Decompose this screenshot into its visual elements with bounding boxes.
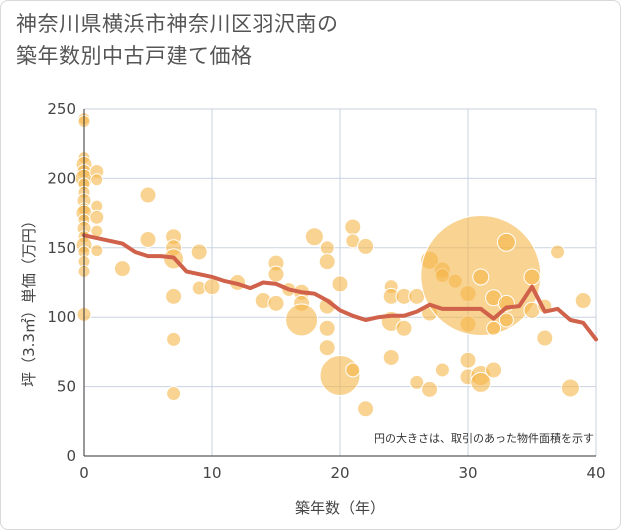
data-bubble bbox=[536, 329, 554, 347]
data-bubble bbox=[89, 209, 105, 225]
x-tick-label: 0 bbox=[79, 464, 89, 482]
chart-title: 神奈川県横浜市神奈川区羽沢南の 築年数別中古戸建て価格 bbox=[16, 8, 339, 72]
y-tick-label: 250 bbox=[47, 100, 76, 118]
data-bubble bbox=[409, 374, 425, 390]
data-bubble bbox=[496, 232, 516, 252]
data-bubble bbox=[550, 244, 566, 260]
data-bubble bbox=[357, 400, 375, 418]
average-trend-line bbox=[82, 233, 598, 342]
data-bubble bbox=[434, 362, 450, 378]
x-tick-label: 20 bbox=[330, 464, 349, 482]
data-bubble bbox=[459, 351, 477, 369]
data-bubble bbox=[267, 294, 285, 312]
data-bubble bbox=[560, 378, 580, 398]
x-tick-label: 40 bbox=[586, 464, 605, 482]
y-tick-label: 100 bbox=[47, 308, 76, 326]
data-bubble bbox=[345, 362, 361, 378]
chart-title-line1: 神奈川県横浜市神奈川区羽沢南の bbox=[16, 12, 339, 36]
data-bubble bbox=[498, 312, 514, 328]
data-bubble bbox=[357, 237, 375, 255]
y-axis-label: 坪（3.3㎡）単価（万円） bbox=[20, 213, 38, 387]
data-bubble bbox=[267, 265, 285, 283]
data-bubble bbox=[319, 240, 335, 256]
data-bubble bbox=[190, 243, 208, 261]
data-bubble bbox=[318, 253, 336, 271]
data-bubble bbox=[90, 173, 104, 187]
data-bubble bbox=[139, 186, 157, 204]
data-bubble bbox=[304, 227, 324, 247]
x-axis-label: 築年数（年） bbox=[295, 499, 385, 517]
data-bubble bbox=[285, 303, 319, 337]
size-note: 円の大きさは、取引のあった物件面積を示す bbox=[374, 431, 594, 445]
data-bubble bbox=[318, 319, 336, 337]
data-bubble bbox=[165, 287, 183, 305]
data-bubble bbox=[485, 361, 503, 379]
y-tick-label: 150 bbox=[47, 239, 76, 257]
data-bubble bbox=[113, 260, 131, 278]
data-bubble bbox=[331, 275, 349, 293]
x-tick-label: 30 bbox=[458, 464, 477, 482]
data-bubble bbox=[421, 380, 439, 398]
data-bubble bbox=[472, 268, 490, 286]
data-bubble bbox=[166, 331, 182, 347]
y-tick-label: 0 bbox=[66, 447, 76, 465]
data-bubble bbox=[523, 268, 541, 286]
data-bubble bbox=[90, 244, 104, 258]
data-bubble bbox=[574, 292, 592, 310]
axes: 0 10 20 30 40 0 50 100 150 200 250 bbox=[47, 100, 605, 482]
trend-line-layer bbox=[82, 233, 598, 342]
data-bubble bbox=[166, 386, 182, 402]
data-bubble bbox=[318, 339, 336, 357]
y-tick-label: 200 bbox=[47, 169, 76, 187]
data-bubble bbox=[344, 218, 362, 236]
data-bubble bbox=[139, 230, 157, 248]
data-bubble bbox=[470, 371, 492, 393]
data-bubble bbox=[395, 319, 413, 337]
chart-title-line2: 築年数別中古戸建て価格 bbox=[16, 44, 253, 68]
data-bubble bbox=[486, 320, 502, 336]
x-tick-label: 10 bbox=[202, 464, 221, 482]
y-tick-label: 50 bbox=[57, 378, 76, 396]
data-bubble bbox=[382, 348, 400, 366]
data-bubble bbox=[203, 278, 221, 296]
bubble-layer bbox=[74, 112, 592, 418]
